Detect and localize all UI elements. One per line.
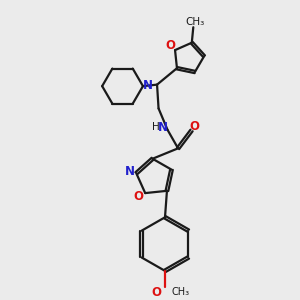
Text: N: N (143, 79, 153, 92)
Text: O: O (166, 38, 176, 52)
Text: H: H (152, 122, 160, 133)
Text: O: O (152, 286, 162, 299)
Text: O: O (189, 120, 199, 134)
Text: O: O (134, 190, 144, 203)
Text: N: N (125, 165, 135, 178)
Text: CH₃: CH₃ (171, 287, 189, 297)
Text: N: N (158, 121, 168, 134)
Text: CH₃: CH₃ (185, 17, 204, 27)
